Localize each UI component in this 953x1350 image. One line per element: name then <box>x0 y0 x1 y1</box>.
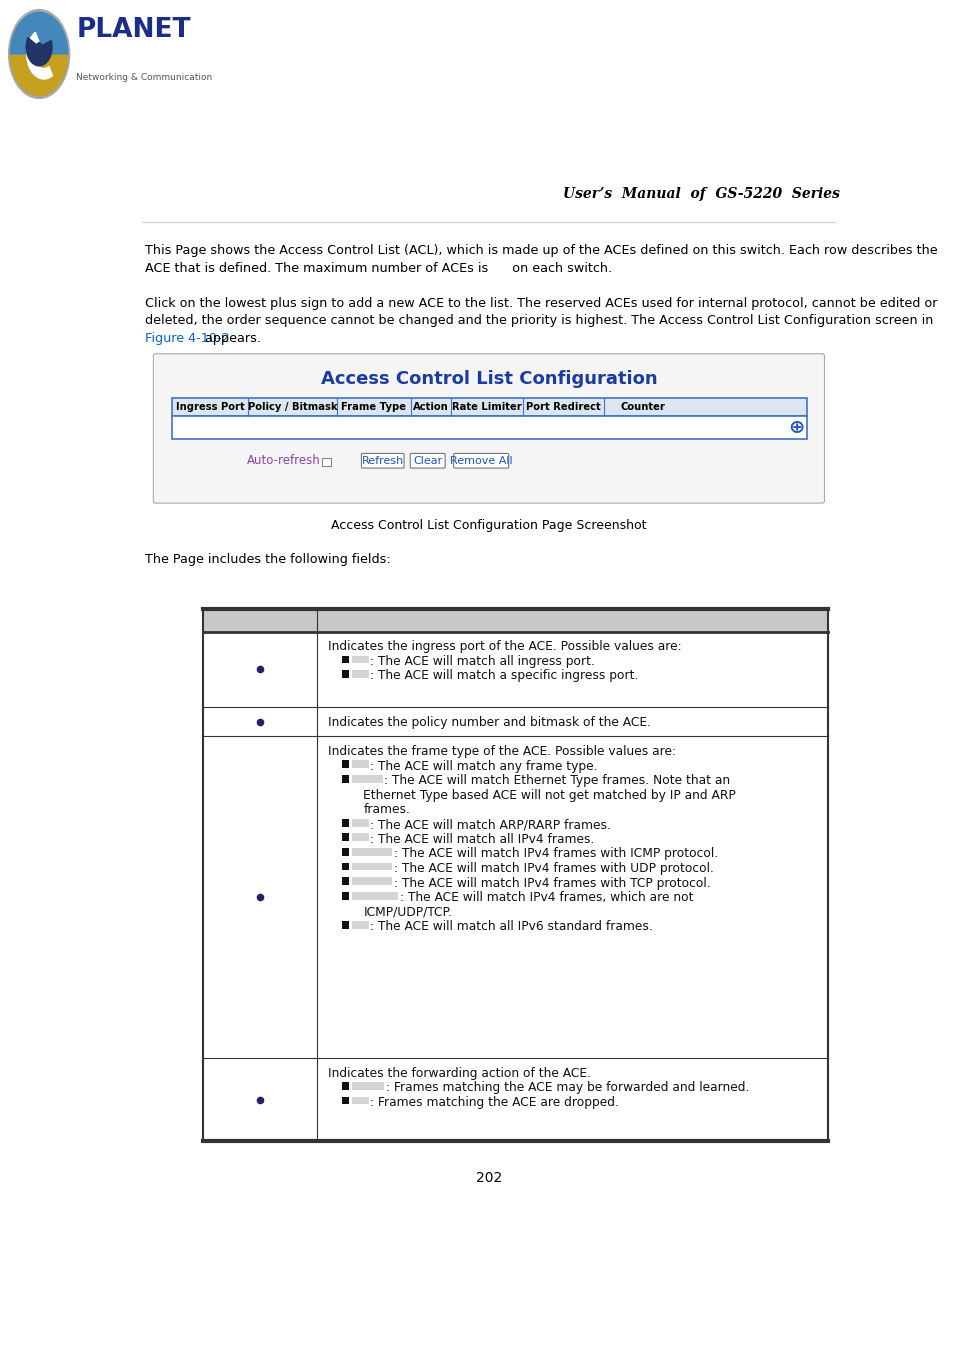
FancyBboxPatch shape <box>361 454 404 468</box>
Text: Access Control List Configuration Page Screenshot: Access Control List Configuration Page S… <box>331 520 646 532</box>
Bar <box>352 848 392 856</box>
Text: Rate Limiter: Rate Limiter <box>452 402 521 412</box>
Text: Frame Type: Frame Type <box>341 402 406 412</box>
Text: Indicates the forwarding action of the ACE.: Indicates the forwarding action of the A… <box>328 1066 590 1080</box>
Text: Access Control List Configuration: Access Control List Configuration <box>320 370 657 389</box>
Bar <box>352 833 369 841</box>
Text: Action: Action <box>413 402 448 412</box>
Text: Ingress Port: Ingress Port <box>175 402 244 412</box>
Bar <box>352 819 369 826</box>
Wedge shape <box>27 38 51 66</box>
Text: : The ACE will match any frame type.: : The ACE will match any frame type. <box>370 760 598 772</box>
Text: : The ACE will match a specific ingress port.: : The ACE will match a specific ingress … <box>370 670 639 683</box>
Text: : The ACE will match IPv4 frames, which are not: : The ACE will match IPv4 frames, which … <box>399 891 693 904</box>
Text: : The ACE will match IPv4 frames with ICMP protocol.: : The ACE will match IPv4 frames with IC… <box>394 848 717 860</box>
Bar <box>322 458 331 466</box>
Text: : The ACE will match Ethernet Type frames. Note that an: : The ACE will match Ethernet Type frame… <box>384 774 730 787</box>
Bar <box>341 848 349 856</box>
Bar <box>341 1083 349 1089</box>
Text: : The ACE will match IPv4 frames with UDP protocol.: : The ACE will match IPv4 frames with UD… <box>394 861 713 875</box>
Text: Clear: Clear <box>413 456 442 466</box>
Text: Counter: Counter <box>620 402 665 412</box>
Text: : The ACE will match all IPv4 frames.: : The ACE will match all IPv4 frames. <box>370 833 594 845</box>
Wedge shape <box>10 54 68 96</box>
Text: frames.: frames. <box>363 803 410 817</box>
Text: This Page shows the Access Control List (ACL), which is made up of the ACEs defi: This Page shows the Access Control List … <box>145 244 937 258</box>
Text: 202: 202 <box>476 1172 501 1185</box>
Circle shape <box>9 9 70 99</box>
Bar <box>341 833 349 841</box>
Circle shape <box>10 12 68 96</box>
Text: deleted, the order sequence cannot be changed and the priority is highest. The A: deleted, the order sequence cannot be ch… <box>145 315 932 328</box>
Text: : The ACE will match ARP/RARP frames.: : The ACE will match ARP/RARP frames. <box>370 818 611 832</box>
Bar <box>352 775 382 783</box>
Bar <box>203 707 827 736</box>
Bar <box>172 398 806 416</box>
Text: User’s  Manual  of  GS-5220  Series: User’s Manual of GS-5220 Series <box>562 188 840 201</box>
Text: : Frames matching the ACE are dropped.: : Frames matching the ACE are dropped. <box>370 1096 618 1108</box>
Text: Indicates the policy number and bitmask of the ACE.: Indicates the policy number and bitmask … <box>328 716 650 729</box>
Text: ACE that is defined. The maximum number of ACEs is      on each switch.: ACE that is defined. The maximum number … <box>145 262 611 275</box>
Text: : The ACE will match all ingress port.: : The ACE will match all ingress port. <box>370 655 595 668</box>
Text: PLANET: PLANET <box>76 18 191 43</box>
Bar <box>352 656 369 663</box>
Text: Port Redirect: Port Redirect <box>526 402 600 412</box>
Text: Networking & Communication: Networking & Communication <box>76 73 213 82</box>
Bar <box>341 775 349 783</box>
Bar <box>203 1058 827 1142</box>
Bar <box>352 863 392 871</box>
Text: Ethernet Type based ACE will not get matched by IP and ARP: Ethernet Type based ACE will not get mat… <box>363 788 736 802</box>
Bar <box>203 736 827 1058</box>
Bar <box>341 656 349 663</box>
Bar <box>203 632 827 707</box>
Bar <box>341 863 349 871</box>
Bar <box>352 892 397 899</box>
Bar <box>341 892 349 899</box>
Bar <box>352 760 369 768</box>
Wedge shape <box>27 32 52 80</box>
Bar <box>352 670 369 678</box>
Text: Remove All: Remove All <box>450 456 512 466</box>
Text: Policy / Bitmask: Policy / Bitmask <box>248 402 337 412</box>
Text: : The ACE will match all IPv6 standard frames.: : The ACE will match all IPv6 standard f… <box>370 921 653 933</box>
Bar <box>341 921 349 929</box>
FancyBboxPatch shape <box>410 454 445 468</box>
Text: : The ACE will match IPv4 frames with TCP protocol.: : The ACE will match IPv4 frames with TC… <box>394 876 709 890</box>
Bar <box>341 670 349 678</box>
Bar <box>172 416 806 439</box>
Bar <box>341 760 349 768</box>
Text: The Page includes the following fields:: The Page includes the following fields: <box>145 554 390 566</box>
Bar <box>352 1083 384 1089</box>
Bar <box>352 878 392 886</box>
Wedge shape <box>10 12 68 54</box>
Bar <box>352 1096 369 1104</box>
Text: ICMP/UDP/TCP.: ICMP/UDP/TCP. <box>363 906 452 919</box>
Bar <box>172 398 806 416</box>
Text: Refresh: Refresh <box>361 456 403 466</box>
Text: : Frames matching the ACE may be forwarded and learned.: : Frames matching the ACE may be forward… <box>385 1081 748 1095</box>
Text: Auto-refresh: Auto-refresh <box>247 454 320 467</box>
Bar <box>341 1096 349 1104</box>
FancyBboxPatch shape <box>454 454 508 468</box>
Text: ⊕: ⊕ <box>787 418 804 437</box>
Text: Indicates the ingress port of the ACE. Possible values are:: Indicates the ingress port of the ACE. P… <box>328 640 680 653</box>
Bar <box>341 878 349 886</box>
Bar <box>203 609 827 632</box>
Text: Indicates the frame type of the ACE. Possible values are:: Indicates the frame type of the ACE. Pos… <box>328 745 675 757</box>
Bar <box>341 819 349 826</box>
Bar <box>352 921 369 929</box>
Text: Click on the lowest plus sign to add a new ACE to the list. The reserved ACEs us: Click on the lowest plus sign to add a n… <box>145 297 937 309</box>
Text: appears.: appears. <box>200 332 260 346</box>
FancyBboxPatch shape <box>153 354 823 504</box>
Text: Figure 4-10-2: Figure 4-10-2 <box>145 332 230 346</box>
